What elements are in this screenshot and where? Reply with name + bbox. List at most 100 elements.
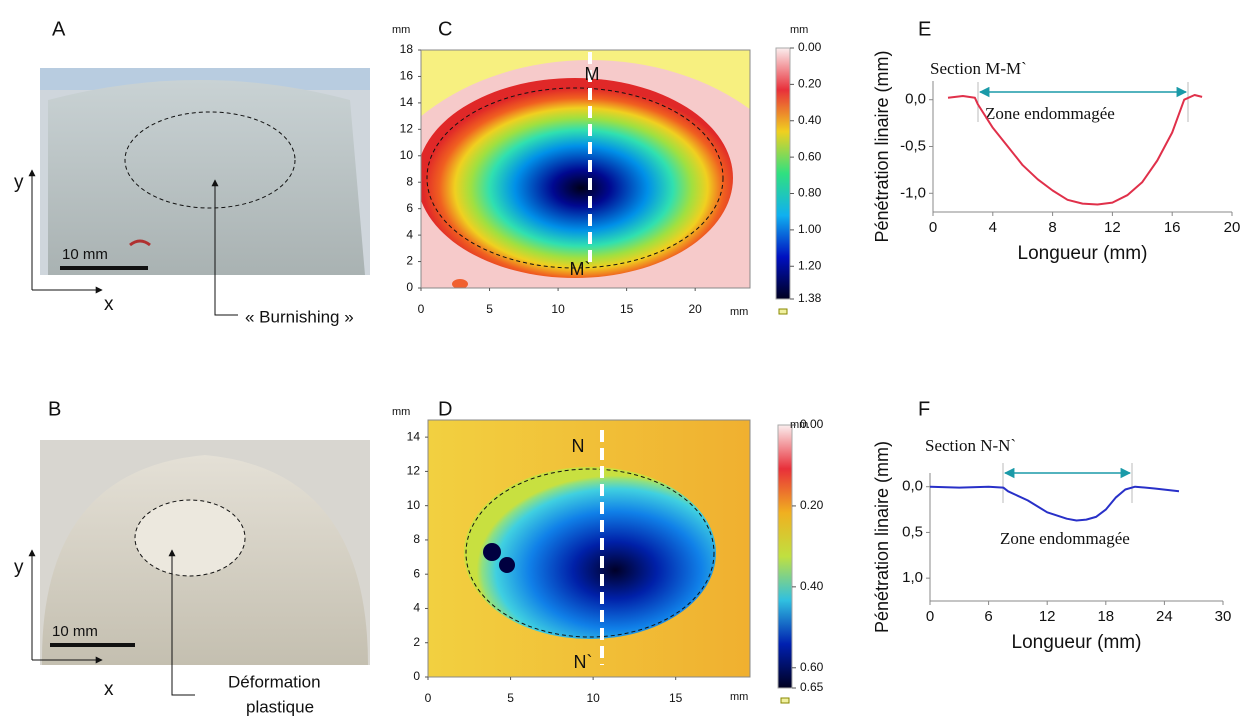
y-tick-label: 10 — [400, 148, 414, 162]
panel-label: E — [918, 18, 931, 40]
x-tick-label: 6 — [984, 608, 992, 625]
colorbar-tick-label: 0.65 — [800, 680, 824, 694]
y-tick-label: 0 — [406, 280, 413, 294]
y-tick-label: 0,0 — [902, 478, 923, 495]
colorbar-tick-label: 0.60 — [800, 660, 824, 674]
heatmap-c — [421, 50, 750, 288]
colorbar-tick-label: 1.20 — [798, 258, 822, 272]
colorbar-tick-label: 0.40 — [800, 579, 824, 593]
x-axis-label: Longueur (mm) — [1012, 632, 1142, 653]
y-axis-label: Pénétration linaire (mm) — [872, 50, 892, 242]
scale-label: 10 mm — [62, 246, 108, 263]
colorbar-tick-label: 0.40 — [798, 113, 822, 127]
x-tick-label: 0 — [418, 302, 425, 316]
colorbar — [777, 424, 793, 689]
line-series — [929, 485, 1180, 522]
scale-label: 10 mm — [52, 623, 98, 640]
y-tick-label: 12 — [407, 464, 421, 478]
x-tick-label: 16 — [1164, 219, 1181, 236]
annotation: Zone endommagée — [985, 104, 1115, 123]
section-label: M` — [570, 259, 591, 279]
colorbar-tick-label: 0.00 — [800, 417, 824, 431]
y-tick-label: 6 — [413, 566, 420, 580]
colorbar — [775, 47, 791, 300]
x-tick-label: 12 — [1104, 219, 1121, 236]
y-tick-label: -0,5 — [900, 137, 926, 154]
axis-unit: mm — [392, 24, 410, 36]
x-tick-label: 12 — [1039, 608, 1056, 625]
x-axis-label: Longueur (mm) — [1018, 243, 1148, 264]
line-series — [947, 94, 1203, 206]
annotation: Déformation — [228, 672, 321, 691]
x-tick-label: 0 — [425, 691, 432, 705]
y-tick-label: 2 — [406, 254, 413, 268]
axis-x: x — [104, 294, 114, 315]
section-label: N` — [574, 652, 593, 672]
colorbar-tick-label: 1.00 — [798, 222, 822, 236]
x-tick-label: 24 — [1156, 608, 1173, 625]
y-tick-label: 0 — [413, 669, 420, 683]
x-tick-label: 10 — [586, 691, 600, 705]
x-tick-label: 15 — [620, 302, 634, 316]
y-tick-label: 2 — [413, 635, 420, 649]
y-tick-label: 10 — [407, 498, 421, 512]
y-tick-label: 18 — [400, 42, 414, 56]
chart-title: Section M-M` — [930, 59, 1027, 78]
x-tick-label: 15 — [669, 691, 683, 705]
y-tick-label: 16 — [400, 69, 414, 83]
y-tick-label: 0,5 — [902, 523, 923, 540]
colorbar-tick-label: 0.60 — [798, 149, 822, 163]
colorbar-unit: mm — [790, 419, 808, 431]
axis-x: x — [104, 679, 114, 700]
annotation: « Burnishing » — [245, 307, 354, 326]
colorbar-swatch — [780, 697, 790, 704]
colorbar-tick-label: 0.00 — [798, 40, 822, 54]
x-tick-label: 18 — [1097, 608, 1114, 625]
panel-label: F — [918, 398, 930, 420]
photo-a — [28, 68, 370, 316]
x-tick-label: 4 — [989, 219, 997, 236]
panel-label: A — [52, 18, 66, 40]
y-tick-label: 6 — [406, 201, 413, 215]
y-tick-label: 14 — [400, 95, 414, 109]
annotation: Zone endommagée — [1000, 529, 1130, 548]
y-tick-label: 14 — [407, 429, 421, 443]
annotation: plastique — [246, 697, 314, 716]
y-tick-label: 4 — [406, 227, 413, 241]
axis-unit: mm — [392, 406, 410, 418]
heatmap-d — [428, 420, 750, 677]
axis-y: y — [14, 557, 24, 578]
x-tick-label: 5 — [486, 302, 493, 316]
section-label: M — [585, 64, 600, 84]
y-tick-label: 1,0 — [902, 569, 923, 586]
panel-label: B — [48, 398, 61, 420]
x-tick-label: 10 — [551, 302, 565, 316]
x-tick-label: 0 — [926, 608, 934, 625]
panel-label: D — [438, 398, 452, 420]
colorbar-tick-label: 1.38 — [798, 291, 822, 305]
section-label: N — [572, 436, 585, 456]
colorbar-swatch — [778, 308, 788, 315]
axis-unit: mm — [730, 691, 748, 703]
x-tick-label: 0 — [929, 219, 937, 236]
y-tick-label: 0,0 — [905, 91, 926, 108]
x-tick-label: 20 — [1224, 219, 1241, 236]
photo-b — [28, 440, 370, 696]
x-tick-label: 20 — [688, 302, 702, 316]
colorbar-unit: mm — [790, 24, 808, 36]
colorbar-tick-label: 0.20 — [800, 498, 824, 512]
x-tick-label: 30 — [1215, 608, 1232, 625]
x-tick-label: 8 — [1048, 219, 1056, 236]
y-tick-label: 4 — [413, 601, 420, 615]
plot-frame — [427, 419, 751, 678]
y-tick-label: 8 — [406, 174, 413, 188]
y-tick-label: -1,0 — [900, 184, 926, 201]
y-tick-label: 12 — [400, 122, 414, 136]
axis-y: y — [14, 172, 24, 193]
plot-frame — [420, 49, 751, 289]
panel-label: C — [438, 18, 452, 40]
axis-unit: mm — [730, 306, 748, 318]
chart-title: Section N-N` — [925, 436, 1016, 455]
colorbar-tick-label: 0.20 — [798, 77, 822, 91]
